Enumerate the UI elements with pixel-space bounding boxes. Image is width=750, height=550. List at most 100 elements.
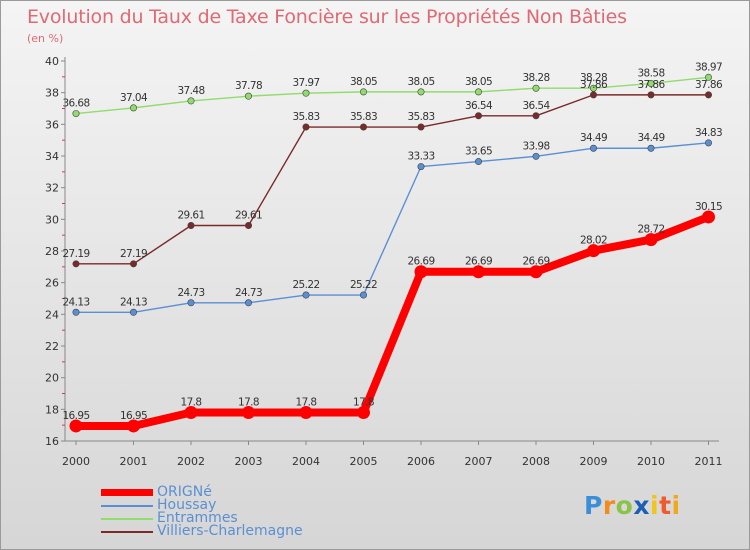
logo-letter: i — [671, 491, 681, 520]
logo-letter: i — [650, 491, 660, 520]
series-line-origné — [72, 212, 713, 430]
data-label: 38.05 — [465, 76, 492, 88]
data-point — [647, 144, 655, 152]
x-tick-label: 2010 — [637, 455, 665, 468]
data-point — [474, 158, 482, 166]
data-label: 26.69 — [522, 256, 549, 268]
legend-label: Houssay — [157, 497, 217, 513]
data-point — [532, 152, 540, 160]
data-point — [299, 406, 313, 419]
proxiti-logo: Proxiti — [584, 491, 681, 520]
data-label: 38.05 — [350, 76, 377, 88]
data-label: 26.69 — [407, 256, 434, 268]
x-tick-label: 2008 — [522, 455, 550, 468]
data-label: 17.8 — [238, 397, 259, 409]
data-label: 17.8 — [296, 397, 317, 409]
data-label: 35.83 — [407, 111, 434, 123]
legend-label: Entrammes — [157, 510, 238, 526]
chart-subtitle: (en %) — [27, 32, 64, 45]
data-point — [359, 123, 367, 131]
data-point — [242, 406, 255, 419]
data-label: 16.95 — [62, 410, 89, 422]
data-point — [417, 88, 425, 96]
data-point — [359, 291, 367, 299]
data-label: 38.58 — [637, 67, 664, 79]
data-point — [187, 222, 195, 230]
data-point — [130, 104, 138, 112]
data-label: 24.73 — [235, 287, 262, 299]
data-point — [245, 92, 253, 100]
data-label: 38.28 — [580, 72, 607, 84]
legend-label: Villiers-Charlemagne — [157, 523, 303, 539]
data-point — [647, 91, 655, 99]
data-label: 37.86 — [580, 79, 608, 91]
data-label: 37.04 — [120, 92, 148, 104]
data-label: 33.65 — [465, 146, 492, 158]
x-tick-label: 2009 — [580, 455, 608, 468]
data-point — [302, 123, 310, 131]
data-point — [704, 73, 712, 81]
data-point — [474, 112, 482, 120]
logo-letter: t — [659, 491, 672, 520]
y-tick-label: 30 — [45, 213, 59, 226]
chart-title: Evolution du Taux de Taxe Foncière sur l… — [27, 6, 627, 28]
data-label: 27.19 — [62, 248, 89, 260]
data-point — [72, 260, 80, 268]
data-point — [187, 97, 195, 105]
data-point — [529, 265, 543, 279]
data-label: 28.72 — [637, 224, 664, 236]
data-label: 17.8 — [181, 397, 202, 409]
data-point — [302, 89, 310, 97]
logo-letter: P — [584, 491, 603, 520]
y-tick-label: 34 — [45, 150, 59, 163]
data-point — [130, 308, 138, 316]
data-point — [644, 233, 658, 247]
x-tick-label: 2007 — [465, 455, 493, 468]
x-tick-label: 2000 — [62, 455, 90, 468]
y-tick-label: 16 — [45, 435, 59, 448]
y-tick-label: 40 — [45, 55, 59, 68]
data-label: 37.48 — [177, 85, 204, 97]
x-tick-label: 2004 — [292, 455, 320, 468]
data-label: 25.22 — [292, 279, 319, 291]
y-tick-label: 26 — [45, 277, 59, 290]
data-point — [589, 91, 597, 99]
data-label: 36.68 — [62, 98, 89, 110]
x-tick-label: 2006 — [407, 455, 435, 468]
data-label: 34.83 — [695, 127, 722, 139]
series-line-houssay — [75, 142, 710, 313]
x-tick-label: 2002 — [177, 455, 205, 468]
data-point — [587, 244, 600, 258]
data-point — [704, 91, 712, 99]
data-point — [647, 79, 655, 87]
data-label: 29.61 — [177, 210, 204, 222]
data-point — [245, 222, 253, 230]
y-tick-label: 22 — [45, 340, 59, 353]
data-label: 34.49 — [637, 132, 664, 144]
data-label: 24.73 — [177, 287, 204, 299]
y-tick-label: 18 — [45, 403, 59, 416]
data-label: 37.86 — [695, 79, 723, 91]
data-point — [704, 139, 712, 147]
data-label: 34.49 — [580, 132, 607, 144]
axes: 16 18 20 22 24 26 28 30 32 34 36 38 40 2000 2001 2002 20… — [45, 55, 723, 468]
y-tick-label: 36 — [45, 118, 59, 131]
data-point — [130, 260, 138, 268]
data-label: 24.13 — [62, 296, 89, 308]
legend-swatch — [101, 531, 153, 533]
y-tick-label: 38 — [45, 87, 59, 100]
data-point — [359, 88, 367, 96]
data-point — [472, 265, 485, 279]
data-label: 33.33 — [407, 151, 434, 163]
y-tick-label: 32 — [45, 182, 59, 195]
data-label: 30.15 — [695, 201, 722, 213]
data-point — [417, 163, 425, 171]
data-label: 28.02 — [580, 235, 607, 247]
y-tick-label: 24 — [45, 308, 59, 321]
data-point — [187, 299, 195, 307]
legend-swatch — [101, 518, 153, 520]
line-chart: 16 18 20 22 24 26 28 30 32 34 36 38 40 2000 2001 2002 20… — [45, 55, 724, 468]
data-point — [127, 419, 140, 433]
x-tick-label: 2003 — [235, 455, 263, 468]
data-point — [72, 110, 80, 118]
